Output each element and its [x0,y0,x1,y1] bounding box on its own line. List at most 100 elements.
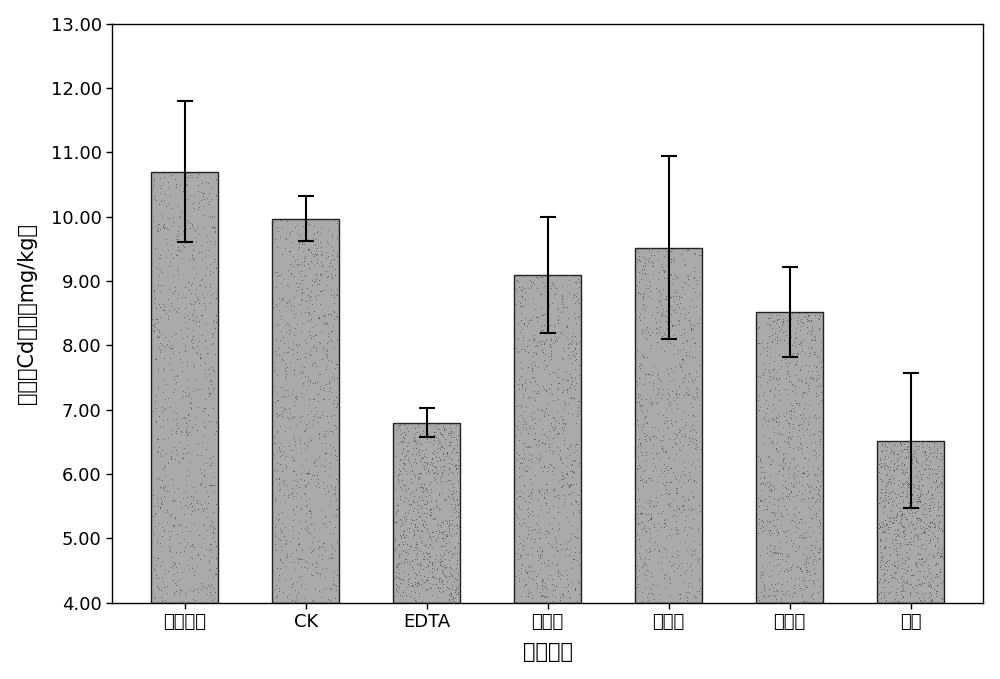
Point [642,473,658,484]
Point [753,566,769,577]
Point [513,520,529,531]
Point [512,537,528,548]
Point [675,253,691,264]
Point [328,494,344,504]
Point [555,418,571,429]
Point [444,570,460,581]
Point [768,416,784,427]
Point [291,238,307,249]
Point [413,467,429,478]
Point [309,406,325,417]
Point [444,515,460,526]
Point [923,581,939,591]
Point [677,312,693,323]
Point [758,520,774,531]
Point [308,273,324,284]
Point [207,522,223,533]
Point [184,277,200,288]
Point [197,496,213,507]
Point [317,545,333,555]
Point [676,260,692,271]
Point [917,435,933,446]
Point [175,333,191,344]
Point [655,409,671,420]
Point [185,593,201,604]
Point [811,323,827,333]
Point [549,304,565,314]
Point [284,226,300,237]
Point [785,380,801,390]
Point [519,568,535,579]
Point [330,225,346,236]
Point [152,187,168,198]
Point [528,453,544,464]
Point [290,259,306,270]
Point [418,452,434,462]
Point [286,490,302,501]
Point [665,319,681,330]
Point [801,522,817,533]
Point [884,534,900,545]
Point [916,527,932,538]
Point [894,445,910,456]
Point [549,559,565,570]
Point [388,584,404,595]
Point [792,433,808,443]
Point [147,317,163,328]
Point [680,439,696,450]
Point [392,521,408,532]
Point [440,521,456,532]
Point [296,488,312,498]
Point [189,560,205,571]
Point [301,244,317,255]
Point [400,495,416,506]
Point [629,244,645,255]
Point [271,270,287,280]
Point [149,536,165,547]
Point [413,478,429,489]
Point [913,484,929,495]
Point [330,429,346,440]
Point [282,445,298,456]
Point [199,348,215,359]
Point [812,469,828,479]
Point [686,272,702,283]
Point [156,524,172,535]
Y-axis label: 土壤全Cd含量（mg/kg）: 土壤全Cd含量（mg/kg） [17,223,37,404]
Point [513,399,529,410]
Point [272,310,288,321]
Point [397,532,413,543]
Point [205,267,221,278]
Point [389,506,405,517]
Point [529,579,545,590]
Point [676,303,692,314]
Point [544,558,560,569]
Point [783,399,799,409]
Point [536,309,552,320]
Point [403,585,419,596]
Point [156,305,172,316]
Point [651,518,667,529]
Point [309,249,325,259]
Point [805,574,821,585]
Point [522,587,538,598]
Point [449,494,465,504]
Point [285,466,301,477]
Point [750,493,766,504]
Point [679,591,695,602]
Point [183,280,199,291]
Point [294,553,310,564]
Point [176,509,192,520]
Point [196,432,212,443]
Point [933,464,949,475]
Point [554,296,570,307]
Point [394,536,410,547]
Point [753,516,769,527]
Point [762,516,778,527]
Point [190,503,206,514]
Point [916,516,932,527]
Point [752,372,768,383]
Point [689,392,705,403]
Point [203,416,219,426]
Point [316,310,332,320]
